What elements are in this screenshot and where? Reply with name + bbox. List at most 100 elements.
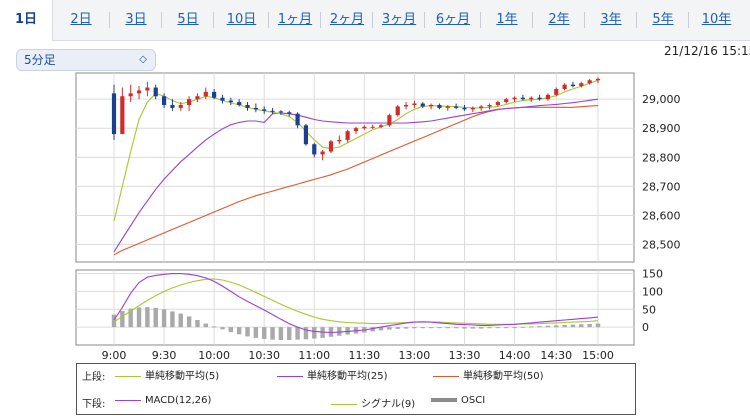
chevron-updown-icon: ◇: [139, 54, 147, 65]
x-tick-label: 10:30: [248, 349, 280, 362]
candle-body: [512, 97, 517, 100]
macd-y-tick-label: 100: [642, 285, 663, 298]
y-tick-label: 28,900: [642, 122, 681, 135]
candle-body: [145, 87, 150, 91]
legend-label: MACD(12,26): [145, 395, 212, 406]
macd-y-tick-label: 50: [642, 303, 656, 316]
osci-bar: [587, 323, 592, 328]
candle-body: [387, 115, 392, 126]
legend-label: 単純移動平均(25): [307, 371, 388, 382]
period-tab-bar: 1日 2日 3日 5日 10日 1ヶ月 2ヶ月 3ヶ月 6ヶ月 1年 2年 3年 5年 10年: [0, 0, 750, 41]
legend-lower-label: 下段:: [82, 399, 106, 410]
candle-body: [570, 84, 576, 87]
lower-legend-item-0: MACD(12,26): [115, 395, 211, 406]
candle-body: [120, 96, 125, 135]
tab-9[interactable]: 6ヶ月: [435, 12, 471, 27]
candle-body: [587, 80, 592, 84]
candle-body: [295, 113, 300, 126]
candle-body: [470, 107, 475, 110]
x-tick-label: 11:30: [348, 349, 380, 362]
tab-separator: [268, 12, 269, 28]
candle-body: [161, 96, 167, 105]
interval-select[interactable]: 5分足 ◇: [16, 49, 156, 71]
osci-bar: [562, 325, 567, 328]
y-tick-label: 28,600: [642, 209, 681, 222]
candle-body: [579, 83, 584, 87]
osci-bar: [128, 308, 133, 328]
y-tick-label: 28,500: [642, 239, 681, 252]
osci-bar: [537, 326, 542, 328]
osci-bar: [370, 327, 375, 332]
tab-1[interactable]: 1日: [0, 0, 53, 41]
osci-bar: [120, 311, 125, 328]
tab-4[interactable]: 5日: [177, 12, 199, 27]
legend-swatch: [331, 403, 357, 405]
candle-body: [403, 104, 409, 107]
candle-body: [479, 106, 484, 108]
tab-14[interactable]: 10年: [701, 12, 732, 27]
tab-11[interactable]: 2年: [548, 12, 570, 27]
tab-10[interactable]: 1年: [496, 12, 518, 27]
osci-bar: [445, 327, 450, 329]
y-tick-label: 28,800: [642, 151, 681, 164]
tab-8[interactable]: 3ヶ月: [381, 12, 417, 27]
osci-bar: [403, 327, 409, 329]
lower-legend-item-1: シグナル(9): [331, 395, 415, 410]
upper-legend-item-0: 単純移動平均(5): [115, 367, 219, 382]
tab-separator: [636, 12, 637, 28]
osci-bar: [337, 327, 342, 336]
tab-7[interactable]: 2ヶ月: [329, 12, 365, 27]
last-updated-timestamp: 21/12/16 15:15: [664, 44, 750, 58]
osci-bar: [437, 327, 442, 329]
candle-body: [595, 78, 601, 81]
candle-body: [303, 125, 309, 145]
candle-body: [395, 106, 400, 116]
tab-3[interactable]: 3日: [125, 12, 147, 27]
osci-bar: [270, 327, 275, 340]
osci-bar: [462, 327, 467, 329]
legend-label: 単純移動平均(5): [145, 371, 220, 382]
tab-5[interactable]: 10日: [226, 12, 257, 27]
candle-body: [462, 107, 467, 110]
candle-body: [136, 90, 142, 94]
candle-body: [345, 131, 350, 140]
sma5-line: [113, 79, 599, 222]
osci-bar: [220, 327, 225, 330]
tab-2[interactable]: 2日: [70, 12, 92, 27]
legend-label: シグナル(9): [361, 399, 416, 410]
macd-line: [113, 273, 599, 334]
osci-bar: [470, 327, 476, 329]
osci-bar: [178, 313, 183, 328]
candle-body: [212, 91, 217, 98]
tab-13[interactable]: 5年: [652, 12, 674, 27]
candle-body: [370, 126, 375, 128]
osci-bar: [253, 327, 259, 338]
candle-body: [270, 110, 275, 112]
osci-bar: [428, 327, 434, 329]
osci-bar: [453, 327, 459, 329]
candle-body: [195, 96, 200, 100]
osci-bar: [579, 324, 584, 328]
macd-panel-frame: [75, 269, 635, 346]
candle-body: [487, 104, 492, 107]
legend-label: 単純移動平均(50): [463, 371, 544, 382]
candle-body: [454, 106, 459, 108]
y-tick-label: 28,700: [642, 180, 681, 193]
candle-body: [362, 126, 367, 129]
candle-body: [228, 100, 233, 103]
candle-body: [520, 97, 525, 100]
macd-y-tick-label: 0: [642, 321, 649, 334]
osci-bar: [203, 323, 208, 328]
indicator-legend: 上段: 下段: 単純移動平均(5) 単純移動平均(25) 単純移動平均(50) MAC…: [76, 363, 636, 415]
candle-body: [187, 99, 192, 105]
tab-6[interactable]: 1ヶ月: [277, 12, 313, 27]
candle-body: [128, 93, 133, 97]
candle-body: [412, 103, 417, 105]
candle-body: [529, 97, 534, 100]
tab-separator: [480, 12, 481, 28]
candle-body: [320, 151, 325, 155]
tab-12[interactable]: 3年: [600, 12, 622, 27]
x-tick-label: 11:00: [298, 349, 330, 362]
osci-bar: [504, 327, 509, 329]
